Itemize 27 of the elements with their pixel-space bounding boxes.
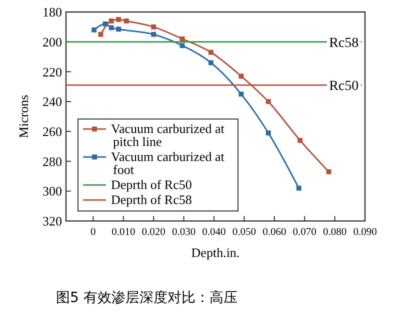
x-tick-label: 0.040 [202,227,226,238]
legend-label: Deprth of Rc50 [111,177,192,192]
x-axis-title: Depth.in. [191,245,240,260]
y-tick-label: 320 [42,214,62,229]
x-tick-label: 0.060 [262,227,286,238]
x-tick-label: 0.080 [322,227,347,238]
y-tick-label: 300 [42,184,62,199]
x-tick-label: 0.030 [172,227,196,238]
x-tick-label: 0.010 [112,227,136,238]
y-tick-label: 240 [42,94,62,110]
annotation: Rc50 [329,79,359,94]
y-tick-label: 180 [42,4,62,20]
y-axis-title: Microns [16,94,31,138]
x-tick-label: 0 [90,227,96,238]
x-tick-label: 0.050 [232,227,256,238]
x-tick-label: 0.070 [292,227,316,238]
y-tick-label: 280 [42,154,62,169]
legend-label: Vacuum carburized at pitch line [111,121,225,149]
y-tick-label: 220 [42,64,62,80]
y-tick-label: 200 [42,34,62,50]
caption: 图5 有效渗层深度对比：高压 [56,290,238,306]
legend-label: Deprth of Rc58 [111,192,192,207]
x-tick-label: 0.020 [142,227,166,238]
legend-label: Vacuum carburized at foot [111,149,225,177]
y-tick-label: 260 [42,124,62,139]
x-tick-label: 0.090 [353,227,377,238]
annotation: Rc58 [329,36,359,51]
